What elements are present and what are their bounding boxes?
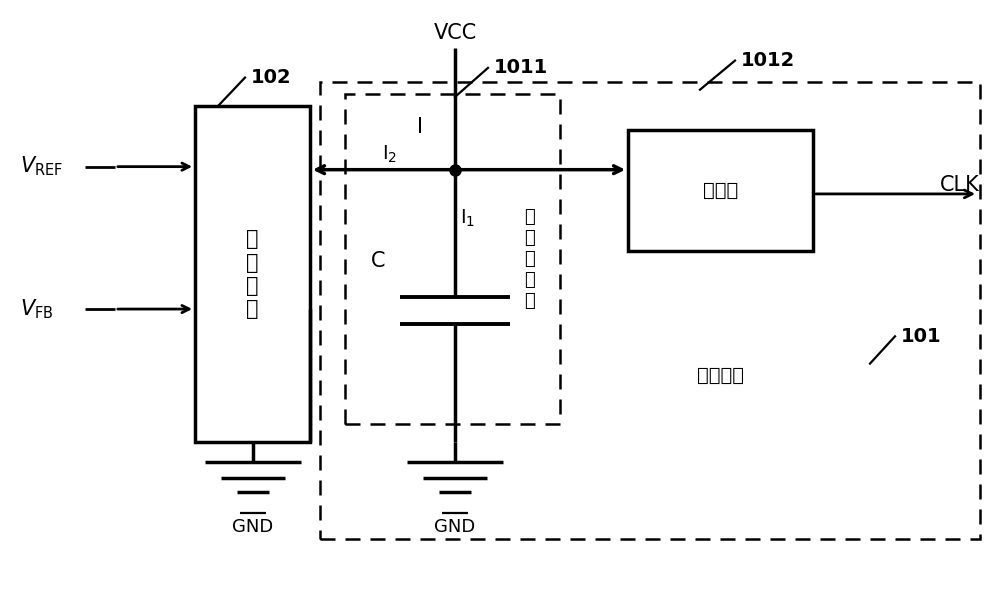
Bar [195, 106, 310, 442]
Text: CLK: CLK [940, 175, 980, 195]
Text: 102: 102 [251, 68, 292, 87]
Text: $V_{\rm FB}$: $V_{\rm FB}$ [20, 298, 54, 321]
Text: C: C [371, 250, 385, 271]
Text: VCC: VCC [433, 23, 477, 44]
Text: 分
流
模
块: 分 流 模 块 [246, 230, 259, 319]
Text: I: I [417, 117, 423, 138]
Bar [320, 82, 980, 539]
Text: 1011: 1011 [494, 58, 548, 78]
Text: 充
放
电
模
块: 充 放 电 模 块 [525, 208, 535, 310]
Bar [628, 130, 813, 251]
Text: I$_1$: I$_1$ [460, 207, 476, 229]
Text: 1012: 1012 [741, 51, 795, 70]
Text: GND: GND [434, 518, 476, 536]
Bar [345, 94, 560, 424]
Text: I$_2$: I$_2$ [382, 144, 398, 165]
Text: 振荡器: 振荡器 [703, 181, 738, 201]
Text: GND: GND [232, 518, 273, 536]
Text: 101: 101 [901, 327, 942, 346]
Text: $V_{\rm REF}$: $V_{\rm REF}$ [20, 155, 63, 178]
Text: 振荡电路: 振荡电路 [696, 366, 744, 385]
